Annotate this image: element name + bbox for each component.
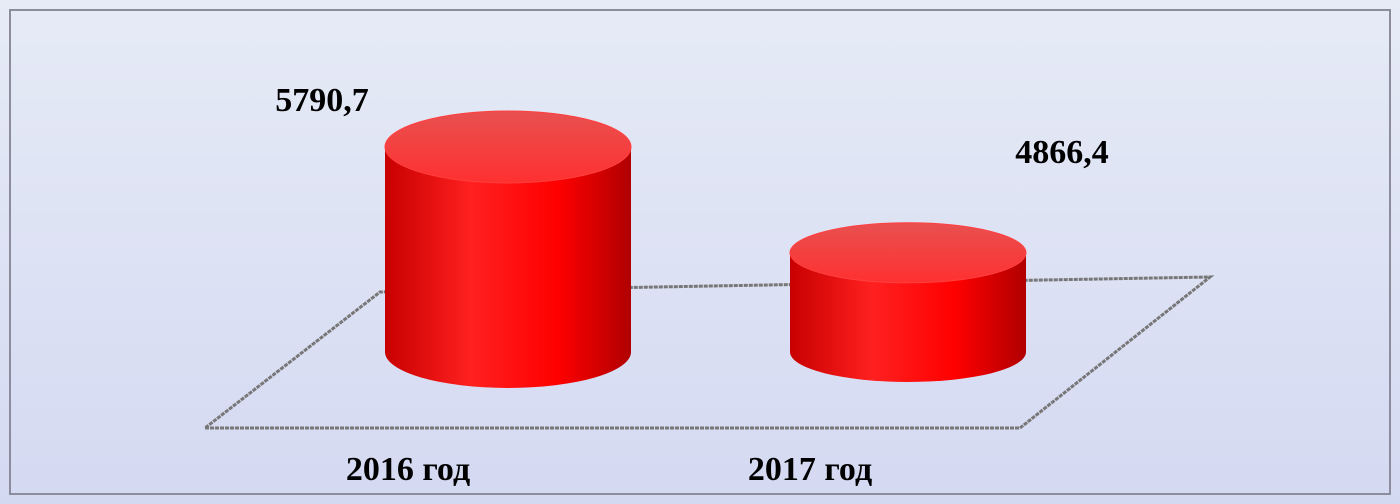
frame xyxy=(9,9,1391,495)
x-tick-label: 2017 год xyxy=(748,451,872,488)
bar-body xyxy=(790,252,1026,382)
bar-top xyxy=(384,110,632,184)
data-label: 4866,4 xyxy=(1015,134,1109,171)
floor xyxy=(200,275,1215,430)
data-label: 5790,7 xyxy=(275,82,369,119)
bar-top xyxy=(789,222,1027,284)
x-tick-label: 2016 год xyxy=(346,451,470,488)
bar xyxy=(789,222,1027,382)
bar xyxy=(384,110,632,388)
bar-body xyxy=(385,146,631,388)
